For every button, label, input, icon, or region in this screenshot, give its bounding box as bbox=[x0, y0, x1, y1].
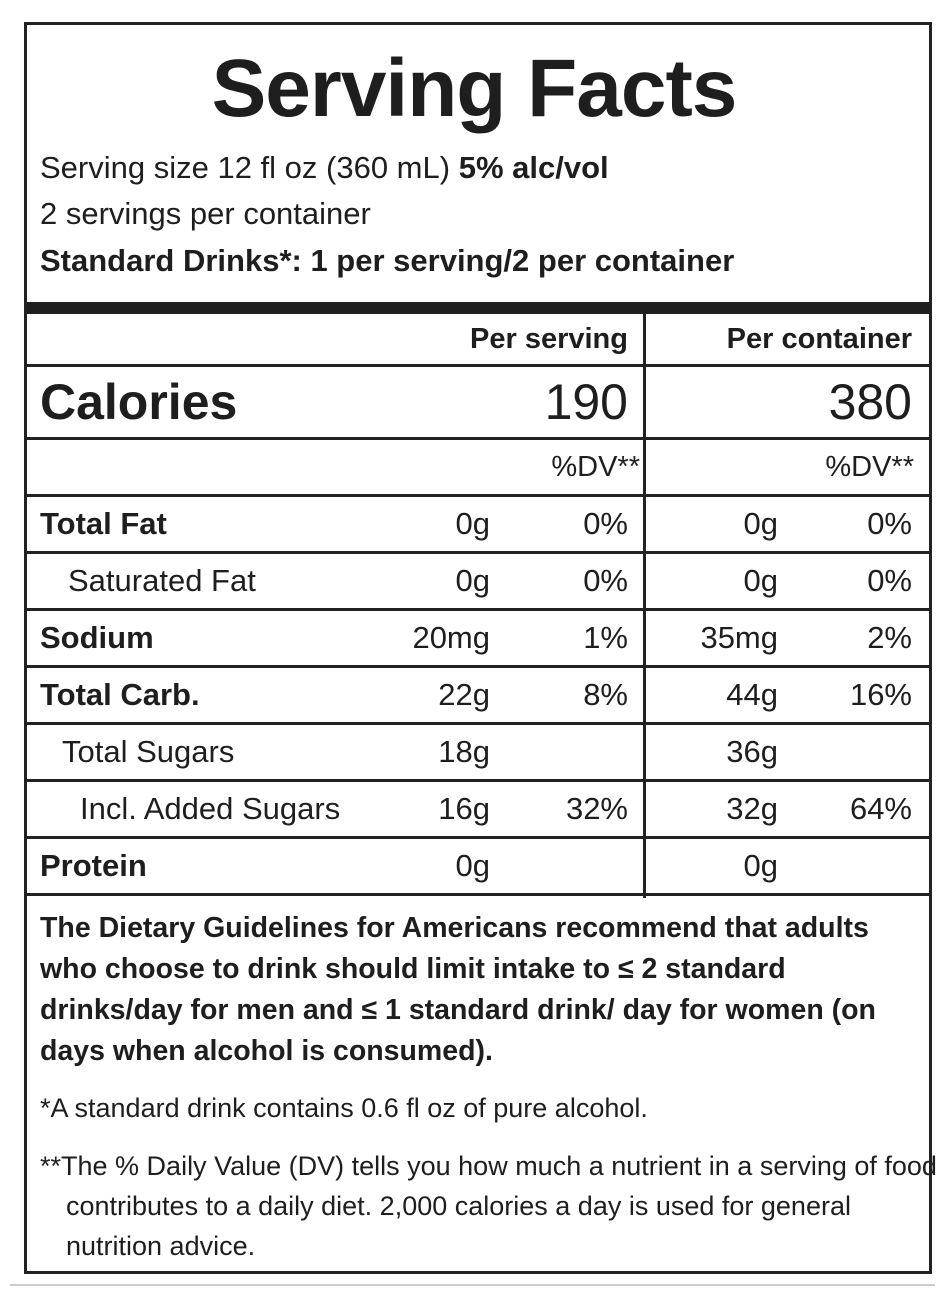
row-rule bbox=[27, 722, 929, 725]
amount: 0g bbox=[455, 506, 490, 541]
row-rule bbox=[27, 608, 929, 611]
column-divider bbox=[643, 314, 646, 898]
calories-per-container: 380 bbox=[828, 374, 912, 430]
amount: 18g bbox=[438, 734, 490, 769]
row-rule bbox=[27, 893, 929, 896]
amount: 0g bbox=[743, 506, 778, 541]
servings-per-container: 2 servings per container bbox=[40, 196, 371, 231]
amount: 16g bbox=[438, 791, 490, 826]
amount: 22g bbox=[438, 677, 490, 712]
row-rule bbox=[27, 665, 929, 668]
dv-header: %DV** bbox=[825, 451, 914, 483]
calories-label: Calories bbox=[40, 374, 238, 430]
column-header: Per container bbox=[726, 323, 912, 355]
footnote: **The % Daily Value (DV) tells you how m… bbox=[40, 1151, 937, 1261]
amount: 0g bbox=[455, 848, 490, 883]
serving-size-line: Serving size 12 fl oz (360 mL) 5% alc/vo… bbox=[40, 150, 609, 186]
alcohol-by-volume: 5% alc/vol bbox=[458, 150, 609, 185]
amount: 0g bbox=[743, 848, 778, 883]
daily-value: 0% bbox=[583, 563, 628, 598]
nutrient-label: Saturated Fat bbox=[68, 563, 256, 598]
dietary-guideline: The Dietary Guidelines for Americans rec… bbox=[40, 912, 876, 1067]
nutrient-label: Total Fat bbox=[40, 506, 167, 541]
thick-divider bbox=[27, 302, 929, 314]
row-rule bbox=[27, 779, 929, 782]
amount: 44g bbox=[726, 677, 778, 712]
amount: 0g bbox=[455, 563, 490, 598]
amount: 0g bbox=[743, 563, 778, 598]
daily-value: 0% bbox=[583, 506, 628, 541]
standard-drinks: Standard Drinks*: 1 per serving/2 per co… bbox=[40, 243, 735, 278]
nutrient-label: Sodium bbox=[40, 620, 154, 655]
row-rule bbox=[27, 437, 929, 440]
amount: 20mg bbox=[412, 620, 490, 655]
daily-value: 16% bbox=[849, 677, 912, 712]
footnote: *A standard drink contains 0.6 fl oz of … bbox=[40, 1093, 648, 1123]
bottom-rule bbox=[10, 1284, 935, 1286]
column-header: Per serving bbox=[470, 323, 628, 355]
nutrient-label: Incl. Added Sugars bbox=[80, 791, 341, 826]
row-rule bbox=[27, 364, 929, 367]
serving-size: Serving size 12 fl oz (360 mL) bbox=[40, 150, 451, 185]
nutrient-label: Protein bbox=[40, 848, 147, 883]
row-rule bbox=[27, 551, 929, 554]
calories-per-serving: 190 bbox=[544, 374, 628, 430]
row-rule bbox=[27, 836, 929, 839]
amount: 36g bbox=[726, 734, 778, 769]
daily-value: 8% bbox=[583, 677, 628, 712]
daily-value: 0% bbox=[867, 563, 912, 598]
amount: 32g bbox=[726, 791, 778, 826]
nutrient-label: Total Sugars bbox=[62, 734, 235, 769]
daily-value: 2% bbox=[867, 620, 912, 655]
nutrient-label: Total Carb. bbox=[40, 677, 200, 712]
label-title: Serving Facts bbox=[211, 43, 738, 134]
daily-value: 1% bbox=[583, 620, 628, 655]
label-border bbox=[24, 22, 932, 1274]
daily-value: 64% bbox=[849, 791, 912, 826]
daily-value: 0% bbox=[867, 506, 912, 541]
dv-header: %DV** bbox=[551, 451, 640, 483]
amount: 35mg bbox=[700, 620, 778, 655]
daily-value: 32% bbox=[565, 791, 628, 826]
row-rule bbox=[27, 494, 929, 497]
